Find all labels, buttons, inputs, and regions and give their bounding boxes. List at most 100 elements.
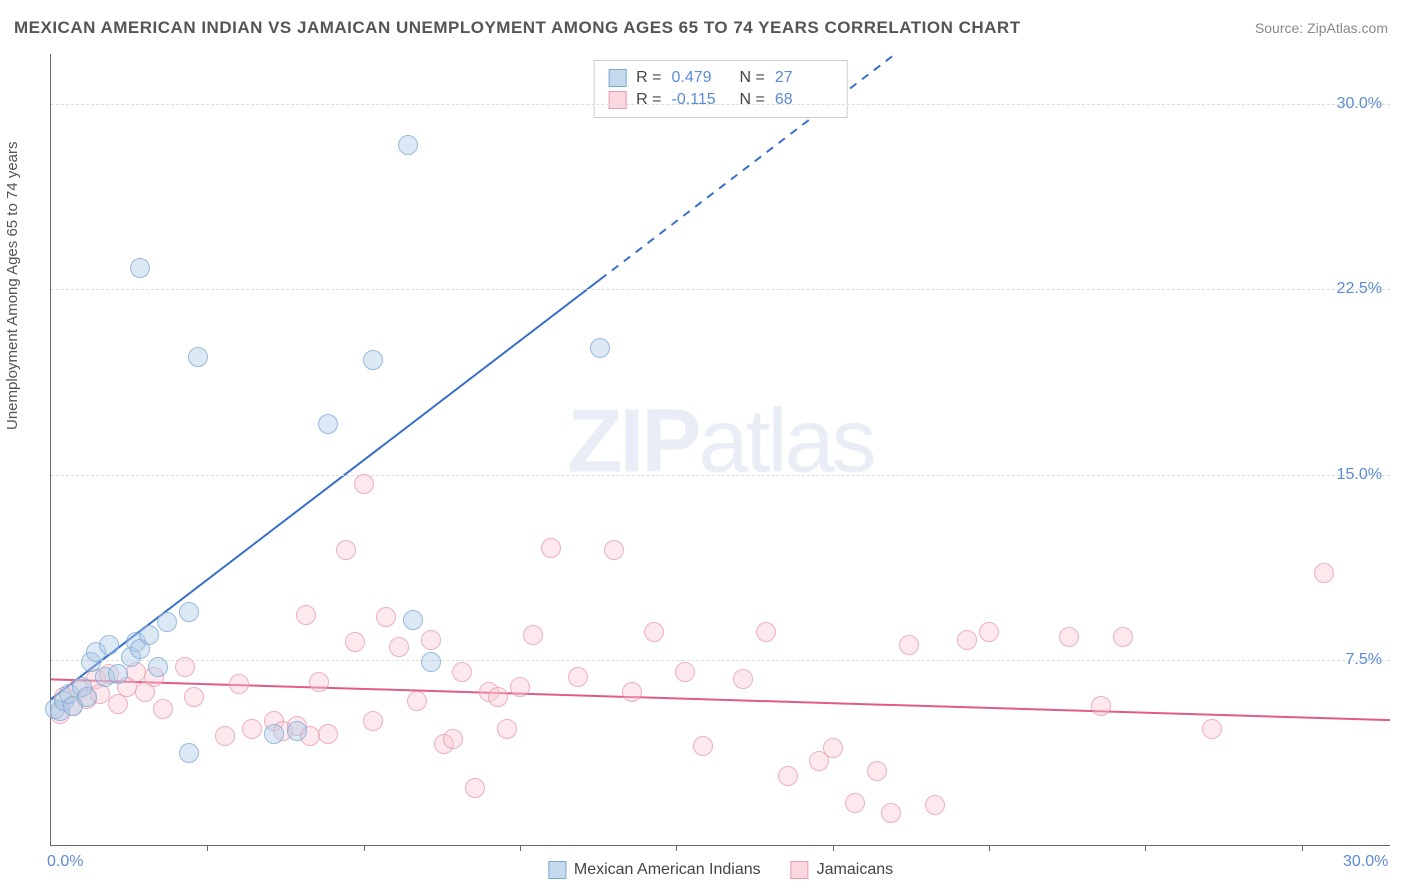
- data-point: [452, 662, 472, 682]
- n-value: 27: [775, 69, 833, 87]
- swatch-blue-icon: [548, 861, 566, 879]
- data-point: [184, 687, 204, 707]
- x-tick-mark: [520, 845, 521, 851]
- data-point: [523, 625, 543, 645]
- data-point: [130, 258, 150, 278]
- data-point: [1091, 696, 1111, 716]
- data-point: [510, 677, 530, 697]
- data-point: [157, 612, 177, 632]
- n-value: 68: [775, 91, 833, 109]
- data-point: [318, 414, 338, 434]
- data-point: [99, 635, 119, 655]
- y-tick-label: 22.5%: [1337, 280, 1382, 298]
- data-point: [345, 632, 365, 652]
- x-tick-mark: [364, 845, 365, 851]
- n-label: N =: [740, 91, 765, 109]
- chart-container: MEXICAN AMERICAN INDIAN VS JAMAICAN UNEM…: [0, 0, 1406, 892]
- data-point: [421, 652, 441, 672]
- r-label: R =: [636, 69, 661, 87]
- data-point: [497, 719, 517, 739]
- y-axis-label: Unemployment Among Ages 65 to 74 years: [4, 141, 21, 430]
- x-tick-mark: [1145, 845, 1146, 851]
- x-tick-mark: [207, 845, 208, 851]
- legend-series: Mexican American Indians Jamaicans: [548, 861, 893, 879]
- data-point: [389, 637, 409, 657]
- legend-item: Jamaicans: [791, 861, 893, 879]
- data-point: [407, 691, 427, 711]
- data-point: [188, 347, 208, 367]
- y-tick-label: 15.0%: [1337, 466, 1382, 484]
- data-point: [179, 602, 199, 622]
- legend-row: R = 0.479 N = 27: [608, 67, 833, 89]
- y-tick-label: 30.0%: [1337, 95, 1382, 113]
- data-point: [867, 761, 887, 781]
- data-point: [644, 622, 664, 642]
- data-point: [1202, 719, 1222, 739]
- data-point: [693, 736, 713, 756]
- r-value: 0.479: [672, 69, 730, 87]
- data-point: [309, 672, 329, 692]
- legend-row: R = -0.115 N = 68: [608, 89, 833, 111]
- data-point: [604, 540, 624, 560]
- data-point: [287, 721, 307, 741]
- data-point: [443, 729, 463, 749]
- data-point: [398, 135, 418, 155]
- data-point: [881, 803, 901, 823]
- data-point: [957, 630, 977, 650]
- x-tick-mark: [833, 845, 834, 851]
- data-point: [778, 766, 798, 786]
- y-tick-label: 7.5%: [1346, 651, 1382, 669]
- data-point: [296, 605, 316, 625]
- legend-item-label: Jamaicans: [817, 861, 893, 879]
- data-point: [108, 664, 128, 684]
- n-label: N =: [740, 69, 765, 87]
- data-point: [488, 687, 508, 707]
- data-point: [175, 657, 195, 677]
- x-tick-label: 30.0%: [1343, 853, 1388, 871]
- data-point: [229, 674, 249, 694]
- source-attribution: Source: ZipAtlas.com: [1255, 20, 1388, 36]
- data-point: [541, 538, 561, 558]
- data-point: [242, 719, 262, 739]
- data-point: [675, 662, 695, 682]
- x-tick-mark: [1302, 845, 1303, 851]
- x-tick-mark: [989, 845, 990, 851]
- data-point: [590, 338, 610, 358]
- data-point: [179, 743, 199, 763]
- r-value: -0.115: [672, 91, 730, 109]
- swatch-pink-icon: [791, 861, 809, 879]
- legend-item-label: Mexican American Indians: [574, 861, 761, 879]
- chart-title: MEXICAN AMERICAN INDIAN VS JAMAICAN UNEM…: [14, 18, 1021, 38]
- data-point: [363, 711, 383, 731]
- legend-correlation: R = 0.479 N = 27 R = -0.115 N = 68: [593, 60, 848, 118]
- r-label: R =: [636, 91, 661, 109]
- data-point: [139, 625, 159, 645]
- data-point: [622, 682, 642, 702]
- data-point: [979, 622, 999, 642]
- data-point: [1059, 627, 1079, 647]
- legend-item: Mexican American Indians: [548, 861, 761, 879]
- data-point: [336, 540, 356, 560]
- gridline: [51, 104, 1390, 105]
- data-point: [376, 607, 396, 627]
- data-point: [318, 724, 338, 744]
- data-point: [1113, 627, 1133, 647]
- gridline: [51, 660, 1390, 661]
- data-point: [899, 635, 919, 655]
- data-point: [1314, 563, 1334, 583]
- data-point: [148, 657, 168, 677]
- data-point: [823, 738, 843, 758]
- data-point: [403, 610, 423, 630]
- plot-area: ZIPatlas R = 0.479 N = 27 R = -0.115 N =…: [50, 54, 1390, 846]
- data-point: [845, 793, 865, 813]
- data-point: [568, 667, 588, 687]
- data-point: [77, 687, 97, 707]
- data-point: [925, 795, 945, 815]
- data-point: [354, 474, 374, 494]
- data-point: [421, 630, 441, 650]
- gridline: [51, 475, 1390, 476]
- swatch-blue-icon: [608, 69, 626, 87]
- watermark: ZIPatlas: [567, 390, 873, 493]
- x-tick-mark: [676, 845, 677, 851]
- data-point: [465, 778, 485, 798]
